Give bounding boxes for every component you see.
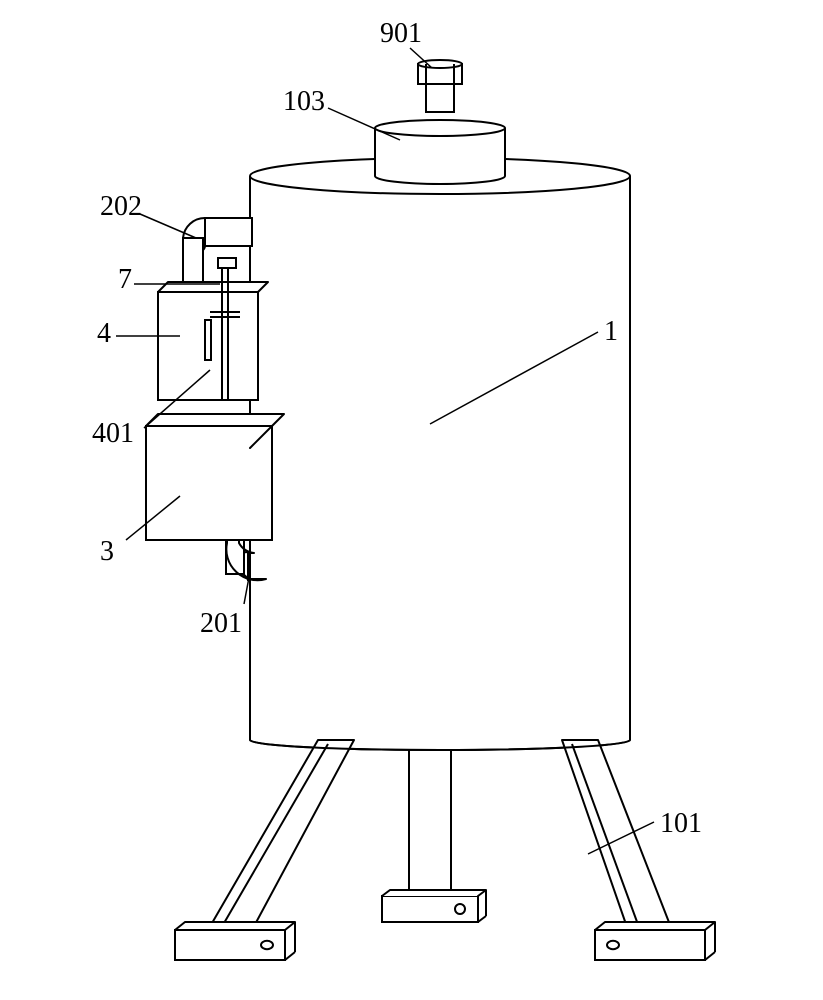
tank-body (250, 158, 630, 750)
leg-front-left (175, 740, 354, 960)
leg-back (382, 740, 486, 922)
diagram-svg (0, 0, 823, 1000)
top-plug (375, 120, 505, 184)
pipe-upper (183, 218, 252, 292)
label-103: 103 (283, 86, 325, 118)
label-4: 4 (97, 318, 111, 350)
label-901: 901 (380, 18, 422, 50)
label-201: 201 (200, 608, 242, 640)
leg-front-right (562, 740, 715, 960)
label-101: 101 (660, 808, 702, 840)
label-401: 401 (92, 418, 134, 450)
box-4 (158, 282, 268, 400)
label-3: 3 (100, 536, 114, 568)
label-7: 7 (118, 264, 132, 296)
label-1: 1 (604, 316, 618, 348)
bolt (418, 60, 462, 112)
label-202: 202 (100, 191, 142, 223)
box-3 (146, 414, 284, 540)
